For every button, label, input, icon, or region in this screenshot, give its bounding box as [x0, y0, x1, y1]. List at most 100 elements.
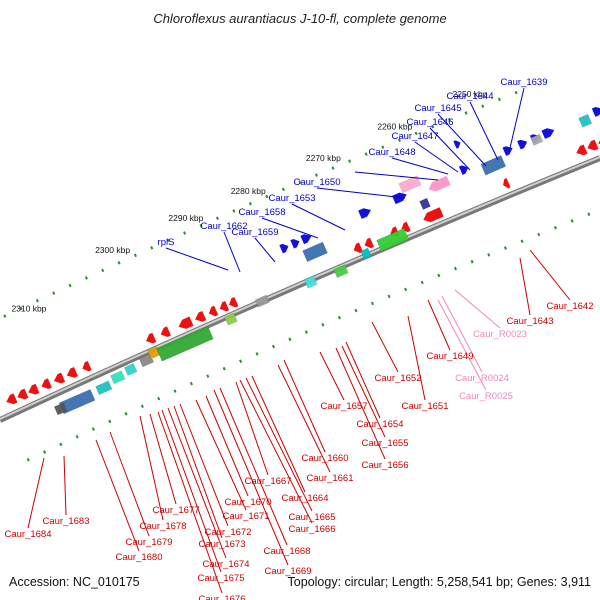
gene-feature-box — [110, 370, 126, 385]
gene-feature-box — [480, 155, 507, 176]
ruler-dot-outer — [3, 314, 7, 318]
gene-reverse-arrow — [392, 192, 407, 205]
ruler-dot-outer — [265, 194, 269, 199]
gene-reverse-arrow — [300, 234, 312, 245]
gene-forward-arrow — [41, 378, 52, 389]
ruler-dot-outer — [464, 111, 468, 115]
reverse-gene-label: Caur_1664 — [281, 493, 328, 504]
reverse-gene-label: Caur_1656 — [361, 460, 408, 471]
ruler-dot-outer — [101, 268, 105, 273]
leader-line — [277, 364, 331, 473]
leader-line — [254, 237, 276, 263]
ruler-dot-outer — [52, 291, 56, 295]
gene-reverse-arrow — [541, 128, 555, 139]
forward-gene-label: Caur_1645 — [414, 103, 461, 114]
reverse-gene-label: Caur_1655 — [361, 438, 408, 449]
leader-line — [95, 439, 140, 552]
forward-gene-label: Caur_1646 — [406, 117, 453, 128]
reverse-gene-label: Caur_1673 — [198, 539, 245, 550]
forward-gene-label: Caur_1662 — [200, 221, 247, 232]
ruler-dot-inner — [206, 374, 210, 378]
leader-line — [223, 231, 241, 273]
leader-line — [245, 377, 313, 512]
reverse-gene-label: Caur_1679 — [125, 537, 172, 548]
position-ruler: 2250 kbp 2260 kbp 2270 kbp 2280 kbp 2290 kbp… — [3, 89, 591, 462]
ruler-tick-label: 2270 kbp — [306, 153, 341, 163]
leader-line — [354, 171, 439, 181]
map-title: Chloroflexus aurantiacus J-10-fl, comple… — [153, 11, 446, 26]
leader-line — [414, 141, 459, 173]
ruler-dot-inner — [487, 253, 491, 257]
forward-gene-label: Caur_1659 — [231, 227, 278, 238]
gene-feature-box — [53, 402, 68, 416]
ruler-dot-inner — [587, 212, 591, 216]
reverse-gene-label: Caur_1671 — [222, 511, 269, 522]
leader-line — [205, 395, 249, 497]
leader-line — [261, 217, 319, 239]
reverse-gene-label: Caur_1672 — [204, 527, 251, 538]
ruler-tick-label: 2290 kbp — [168, 213, 203, 223]
ruler-dot-outer — [397, 138, 401, 143]
backbone-highlight — [0, 156, 600, 420]
gene-feature-box — [224, 312, 238, 326]
gene-forward-arrow — [353, 242, 363, 253]
gene-forward-arrow — [219, 300, 230, 312]
leader-line — [407, 315, 426, 401]
leader-line — [335, 347, 386, 460]
gene-forward-arrow — [423, 207, 444, 223]
leader-line — [109, 431, 150, 537]
ruler-dot-outer — [314, 173, 318, 177]
ruler-dot-outer — [497, 97, 501, 102]
gene-forward-arrow — [17, 388, 29, 400]
leader-line — [437, 299, 487, 391]
leader-line — [519, 257, 531, 316]
leader-line — [157, 411, 223, 594]
gene-feature-box — [123, 363, 138, 376]
gene-forward-arrow — [208, 305, 219, 317]
forward-gene-label: Caur_1639 — [500, 77, 547, 88]
leader-line — [235, 381, 269, 476]
ruler-tick-label: 2300 kbp — [95, 245, 130, 255]
gene-feature-box — [95, 380, 113, 396]
rna-gene-label: Caur_R0024 — [455, 373, 509, 384]
ruler-dot-inner — [537, 232, 541, 237]
gene-feature-box — [304, 275, 318, 289]
ruler-dot-inner — [387, 294, 391, 299]
leader-line — [219, 387, 288, 546]
ruler-dot-inner — [570, 219, 574, 223]
gene-forward-arrow — [229, 296, 239, 308]
forward-gene-label: Caur_1658 — [238, 207, 285, 218]
reverse-gene-label: Caur_1657 — [320, 401, 367, 412]
ruler-dot-outer — [232, 209, 236, 213]
genome-backbone — [0, 155, 600, 423]
leader-line — [239, 379, 313, 524]
gene-forward-arrow — [53, 372, 66, 384]
gene-feature-box — [376, 227, 410, 252]
leader-line — [509, 87, 525, 149]
ruler-dot-inner — [321, 323, 325, 327]
forward-gene-label: Caur_1647 — [391, 131, 438, 142]
gene-forward-arrow — [178, 316, 194, 329]
gene-reverse-arrow — [502, 146, 513, 156]
ruler-dot-outer — [166, 238, 170, 243]
leader-line — [316, 187, 406, 199]
leader-line — [63, 455, 67, 516]
ruler-dot-outer — [183, 231, 187, 235]
ruler-dot-outer — [414, 131, 418, 136]
ruler-dot-inner — [43, 450, 47, 454]
gene-forward-arrow — [576, 144, 588, 156]
ruler-dot-inner — [288, 337, 292, 342]
gene-feature-box — [398, 175, 422, 194]
ruler-dot-outer — [215, 216, 219, 221]
ruler-dot-inner — [91, 427, 95, 431]
leader-line — [345, 341, 381, 419]
leader-line — [341, 345, 386, 438]
gene-feature-box — [254, 294, 270, 308]
forward-gene-label: rplS — [158, 237, 175, 248]
ruler-dot-inner — [337, 315, 341, 320]
gene-forward-arrow — [160, 326, 171, 337]
ruler-dot-outer — [481, 104, 485, 108]
ruler-dot-inner — [470, 259, 474, 264]
reverse-gene-label: Caur_1676 — [198, 594, 245, 600]
reverse-gene-label: Caur_1666 — [288, 524, 335, 535]
